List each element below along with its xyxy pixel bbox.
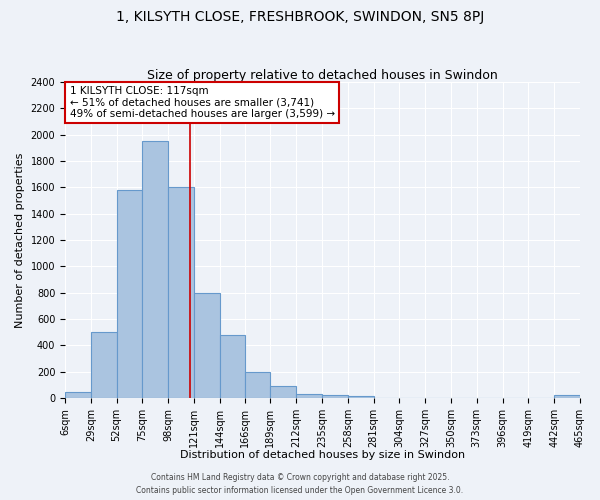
X-axis label: Distribution of detached houses by size in Swindon: Distribution of detached houses by size … (180, 450, 465, 460)
Text: Contains HM Land Registry data © Crown copyright and database right 2025.
Contai: Contains HM Land Registry data © Crown c… (136, 474, 464, 495)
Bar (245, 372, 271, 398)
Bar (322, 396, 348, 398)
Bar (271, 386, 296, 398)
Text: 1, KILSYTH CLOSE, FRESHBROOK, SWINDON, SN5 8PJ: 1, KILSYTH CLOSE, FRESHBROOK, SWINDON, S… (116, 10, 484, 24)
Bar (142, 142, 168, 398)
Bar (554, 395, 580, 398)
Bar (296, 394, 322, 398)
Bar (220, 335, 245, 398)
Text: 1 KILSYTH CLOSE: 117sqm
← 51% of detached houses are smaller (3,741)
49% of semi: 1 KILSYTH CLOSE: 117sqm ← 51% of detache… (70, 86, 335, 119)
Bar (168, 188, 194, 398)
Bar (348, 396, 374, 398)
Title: Size of property relative to detached houses in Swindon: Size of property relative to detached ho… (147, 69, 498, 82)
Y-axis label: Number of detached properties: Number of detached properties (15, 152, 25, 328)
Bar (65, 392, 91, 398)
Bar (194, 292, 220, 398)
Bar (91, 332, 116, 398)
Bar (116, 190, 142, 398)
